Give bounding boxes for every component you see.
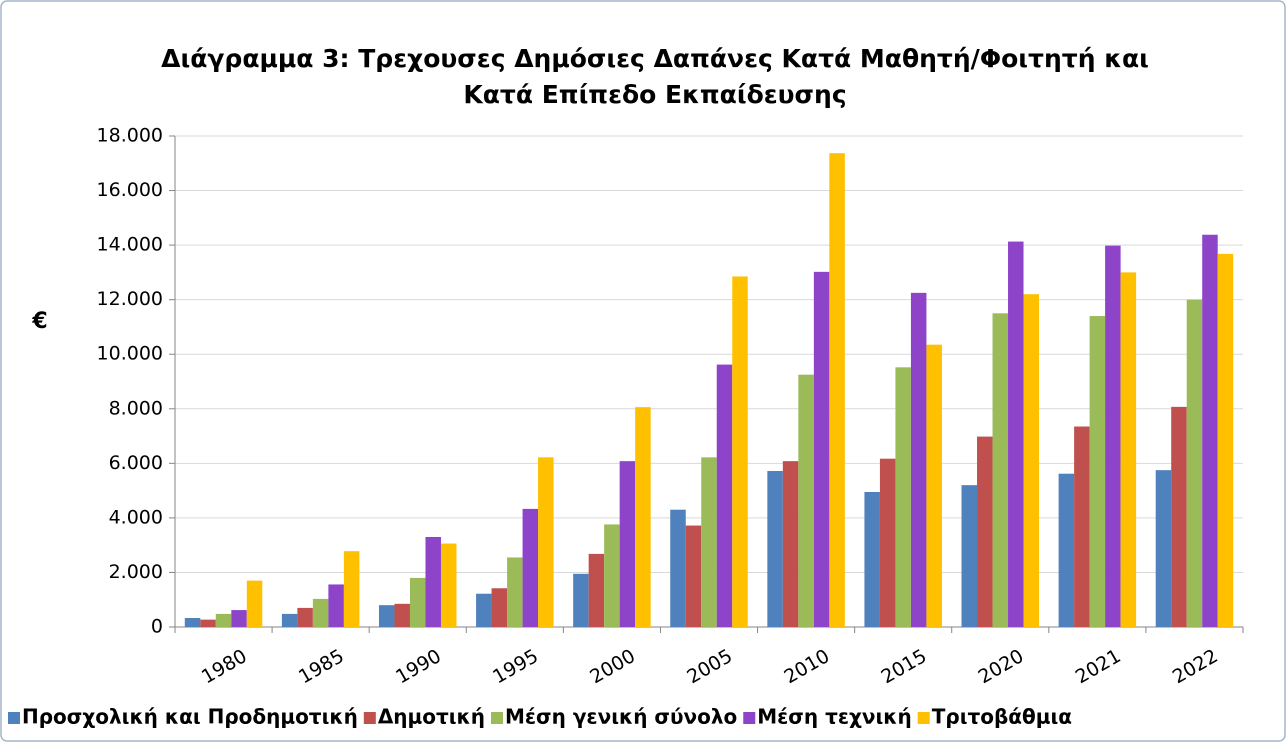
bar — [491, 588, 508, 627]
legend-swatch — [491, 712, 503, 724]
bar — [378, 605, 395, 627]
y-tick-label: 8.000 — [109, 397, 163, 419]
bar — [215, 613, 232, 627]
legend-label: Δημοτική — [378, 705, 485, 729]
bar — [281, 613, 298, 627]
bar — [767, 470, 783, 627]
y-tick-label: 12.000 — [97, 288, 163, 310]
bar — [1202, 234, 1218, 628]
bar — [200, 619, 216, 627]
legend-label: Τριτοβάθμια — [932, 705, 1072, 729]
y-tick-label: 10.000 — [97, 343, 163, 365]
bar — [864, 491, 880, 627]
bar — [798, 374, 814, 627]
bar — [732, 276, 748, 627]
bar — [343, 551, 360, 627]
bar — [961, 485, 978, 627]
bar — [813, 271, 830, 627]
bar — [992, 313, 1009, 627]
legend-label: Μέση τεχνική — [757, 705, 911, 729]
bar — [425, 536, 441, 627]
bar — [394, 603, 410, 627]
legend-swatch — [363, 712, 376, 724]
bar — [635, 407, 651, 627]
bar — [573, 573, 589, 627]
bar — [246, 580, 263, 627]
bar — [588, 553, 605, 627]
bar — [926, 344, 942, 627]
y-tick-label: 14.000 — [97, 234, 163, 256]
legend-swatch — [8, 712, 20, 724]
chart-title: Διάγραμμα 3: Τρεχουσες Δημόσιες Δαπάνες … — [161, 44, 1149, 73]
bar — [184, 617, 201, 627]
bar — [910, 292, 927, 627]
chart-title: Κατά Επίπεδο Εκπαίδευσης — [463, 80, 846, 109]
bar — [538, 457, 554, 627]
bar — [297, 607, 313, 627]
bar — [522, 508, 539, 627]
legend-swatch — [743, 712, 756, 724]
bar — [1074, 426, 1090, 627]
bar — [1008, 241, 1024, 627]
bar — [670, 509, 686, 627]
bar — [1120, 272, 1137, 627]
bar — [440, 543, 457, 627]
y-tick-label: 0 — [151, 616, 163, 638]
bar — [977, 436, 993, 627]
bar — [685, 525, 702, 627]
bar — [312, 598, 329, 627]
bar — [328, 584, 344, 627]
bar — [1217, 253, 1234, 627]
bar — [782, 461, 799, 627]
bar — [507, 557, 523, 627]
legend-label: Προσχολική και Προδημοτική — [22, 705, 358, 729]
y-tick-label: 4.000 — [109, 506, 163, 528]
bar — [895, 367, 911, 627]
legend-label: Μέση γενική σύνολο — [505, 705, 737, 729]
y-tick-label: 18.000 — [97, 125, 163, 147]
bar — [701, 457, 717, 627]
bar — [1023, 294, 1040, 627]
bar — [1186, 299, 1203, 627]
bar — [1058, 473, 1075, 627]
y-tick-label: 2.000 — [109, 561, 163, 583]
bar — [409, 577, 426, 627]
bar — [829, 153, 845, 627]
bar — [231, 610, 247, 627]
bar — [1171, 406, 1187, 627]
bar — [1155, 470, 1172, 627]
y-axis-label: € — [31, 309, 47, 334]
bar — [476, 593, 492, 627]
bar — [619, 461, 636, 627]
bar — [716, 364, 733, 627]
bar — [1105, 245, 1121, 627]
y-tick-label: 16.000 — [97, 179, 163, 201]
bar — [879, 458, 896, 627]
bar — [1089, 316, 1106, 627]
bar — [604, 524, 620, 627]
legend-swatch — [917, 712, 930, 724]
y-tick-label: 6.000 — [109, 452, 163, 474]
